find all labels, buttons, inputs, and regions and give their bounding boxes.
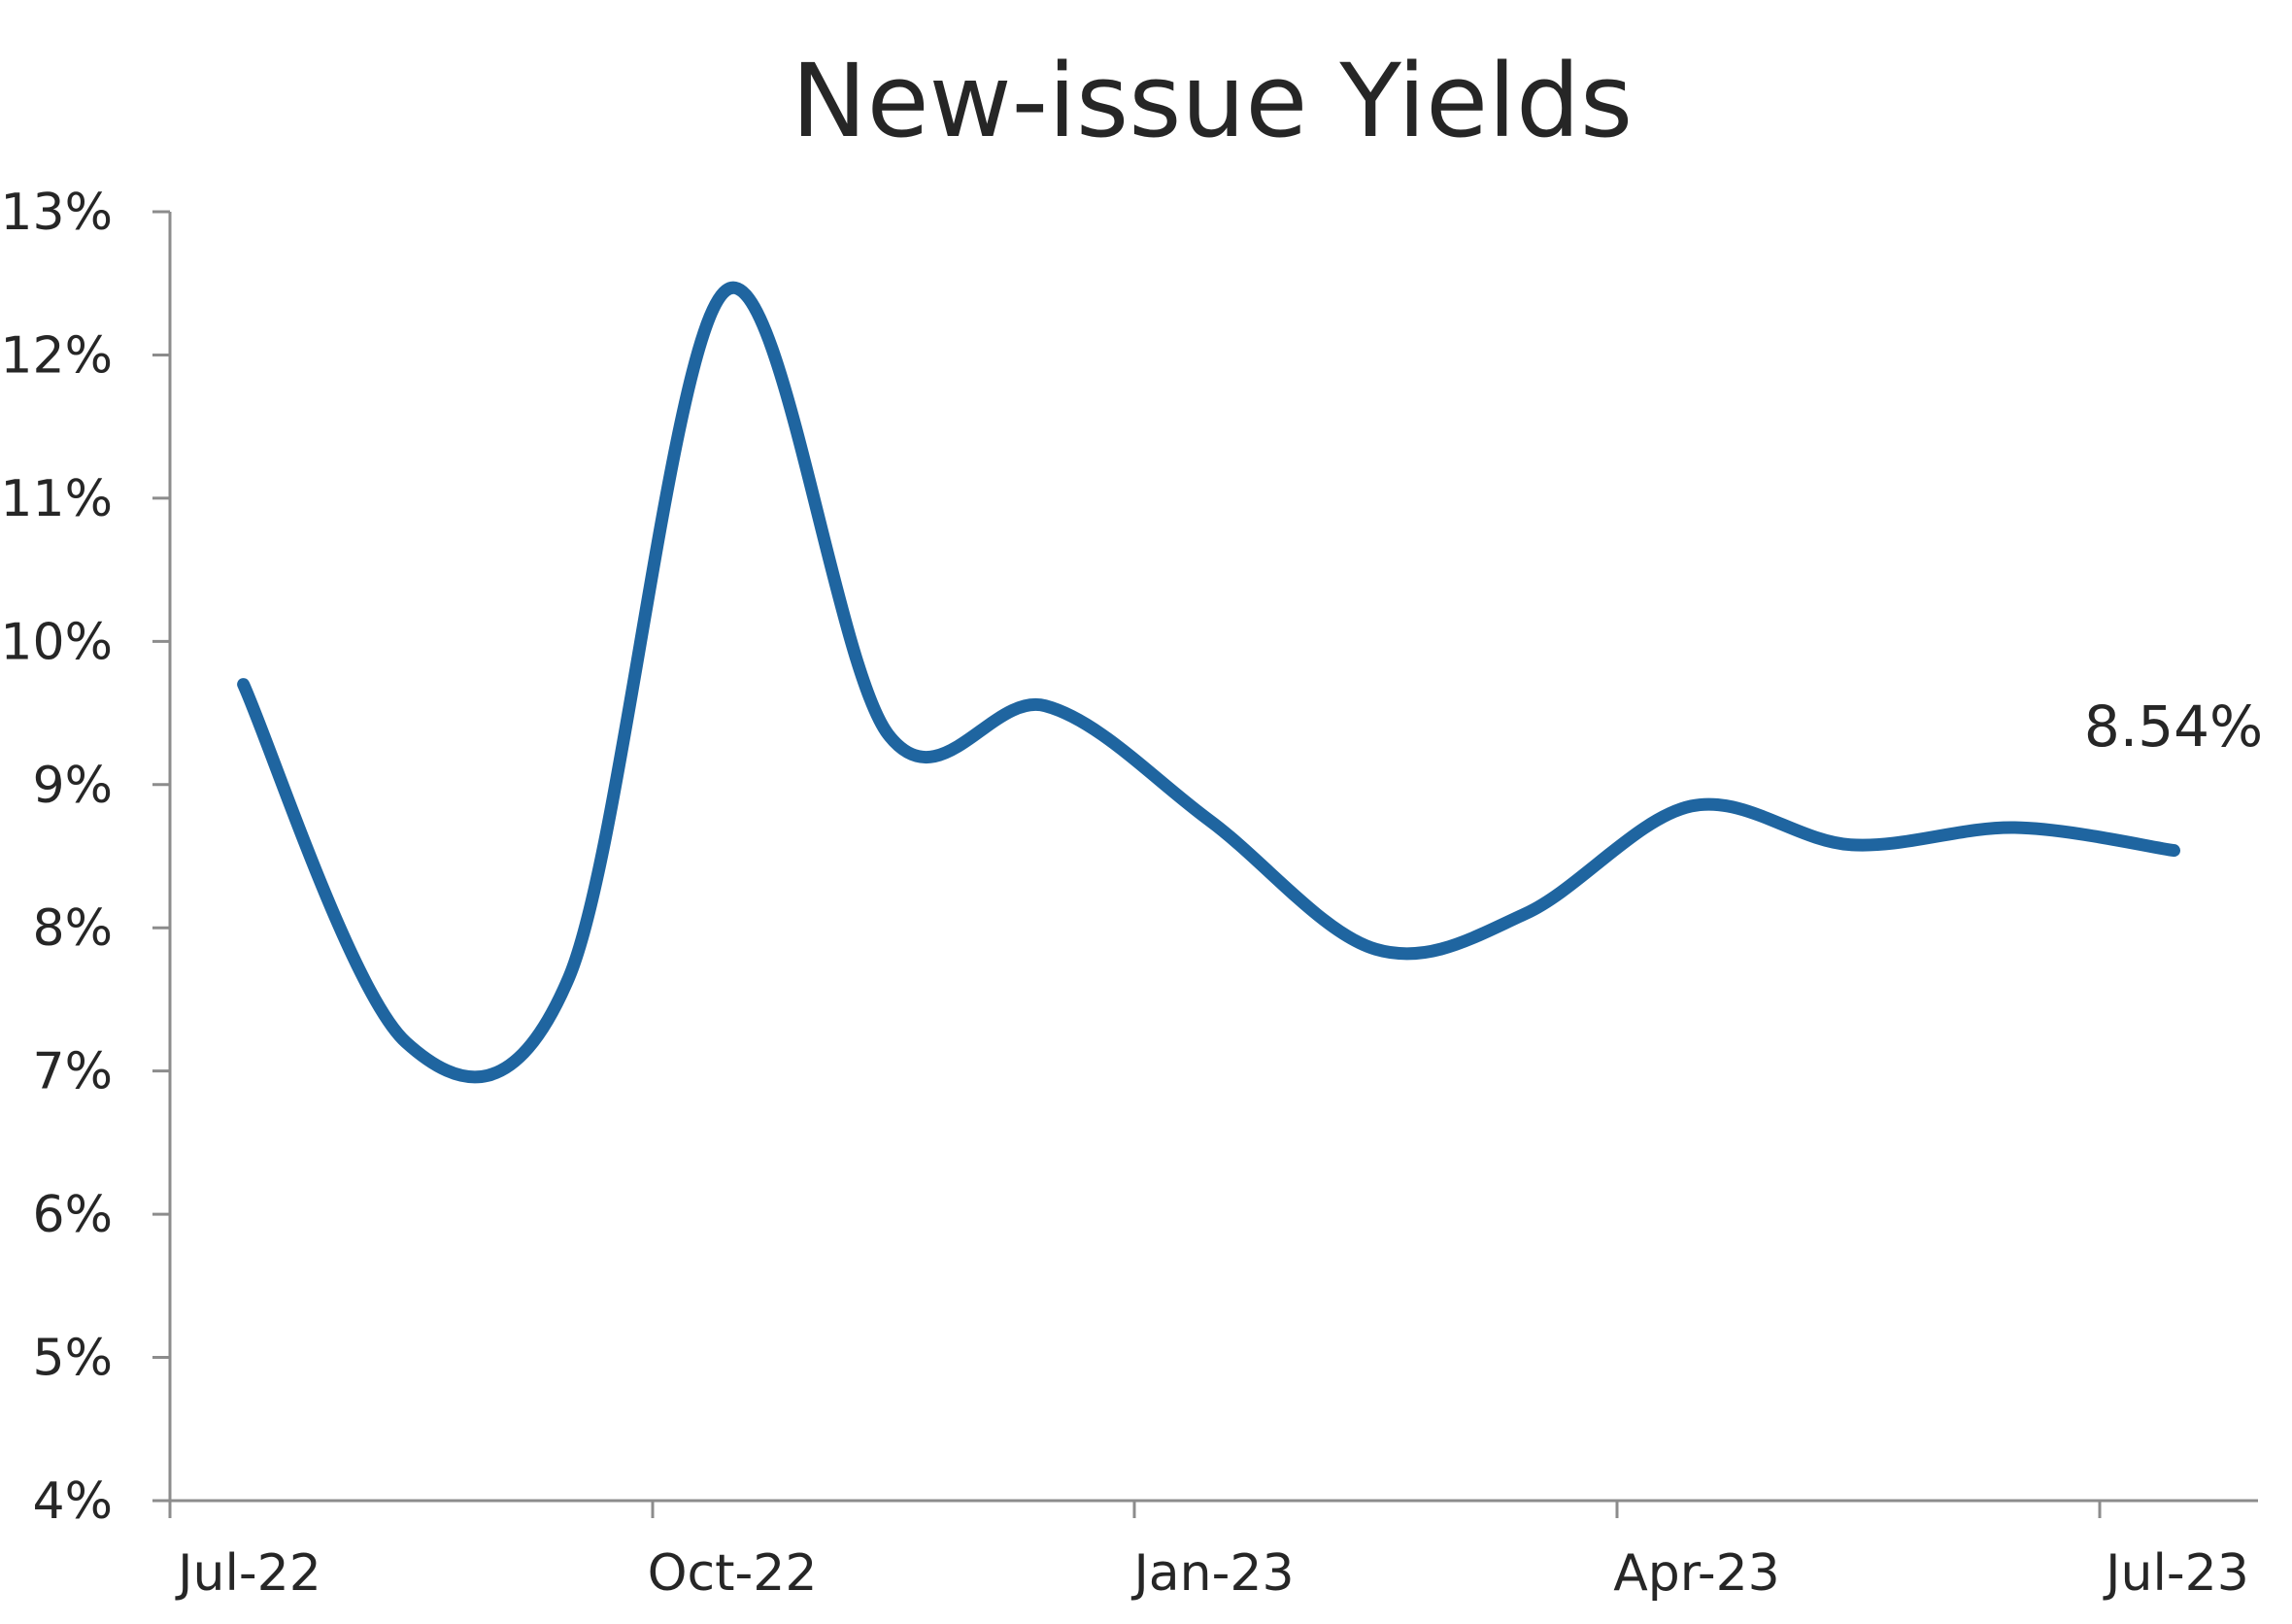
x-tick-label: Jul-23 xyxy=(2103,1544,2249,1603)
y-tick-label: 10% xyxy=(0,613,113,671)
x-tick-label: Jul-22 xyxy=(175,1544,321,1603)
end-value-label: 8.54% xyxy=(2084,694,2263,760)
x-axis: Jul-22 Oct-22 Jan-23 Apr-23 Jul-23 xyxy=(168,1499,2258,1603)
y-tick-label: 11% xyxy=(0,470,113,528)
y-axis: 4% 5% 6% 7% 8% 9% 10% 11% 12% 13% xyxy=(0,184,172,1531)
x-tick-label: Apr-23 xyxy=(1613,1544,1780,1603)
series-layer xyxy=(237,281,2180,1084)
y-tick-label: 12% xyxy=(0,326,113,385)
y-tick-label: 7% xyxy=(33,1043,114,1101)
y-tick-label: 8% xyxy=(33,899,114,958)
y-tick-label: 13% xyxy=(0,184,113,242)
y-tick-label: 5% xyxy=(33,1330,114,1388)
series-line xyxy=(237,281,2180,1084)
x-tick-label: Oct-22 xyxy=(648,1544,818,1603)
y-tick-label: 4% xyxy=(33,1472,114,1531)
y-tick-label: 6% xyxy=(33,1186,114,1244)
x-tick-label: Jan-23 xyxy=(1130,1544,1294,1603)
y-tick-label: 9% xyxy=(33,757,114,815)
chart-title: New-issue Yields xyxy=(792,42,1633,160)
